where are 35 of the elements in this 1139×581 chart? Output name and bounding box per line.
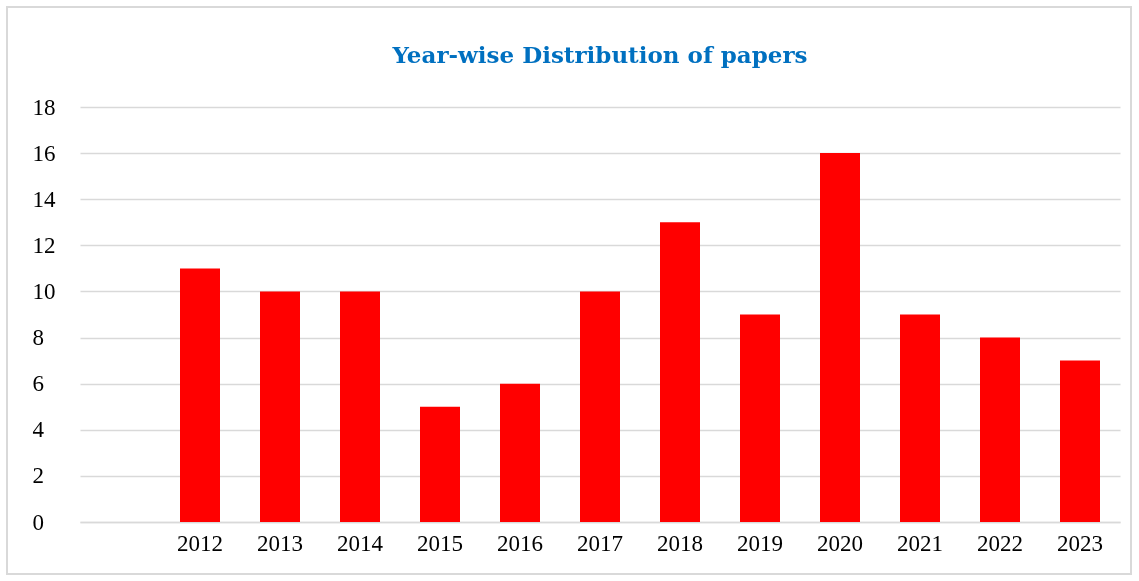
x-tick-label: 2015: [417, 530, 463, 556]
x-tick-label: 2013: [257, 530, 303, 556]
bar: [740, 314, 780, 522]
x-tick-label: 2017: [577, 530, 623, 556]
y-tick-label: 10: [32, 278, 56, 304]
x-tick-label: 2023: [1057, 530, 1103, 556]
x-tick-label: 2022: [977, 530, 1023, 556]
bar: [500, 383, 540, 522]
bar: [260, 291, 300, 522]
y-tick-label: 6: [32, 371, 44, 397]
y-tick-label: 2: [32, 463, 44, 489]
chart-title: Year-wise Distribution of papers: [391, 41, 808, 68]
x-tick-label: 2021: [897, 530, 943, 556]
bar: [660, 222, 700, 522]
x-tick-label: 2012: [177, 530, 223, 556]
y-tick-label: 14: [32, 186, 56, 212]
y-tick-label: 16: [32, 140, 56, 166]
x-tick-label: 2014: [337, 530, 384, 556]
y-tick-label: 12: [32, 232, 56, 258]
y-tick-label: 8: [32, 325, 44, 351]
x-tick-label: 2020: [817, 530, 863, 556]
bar: [580, 291, 620, 522]
bar: [420, 406, 460, 522]
y-tick-label: 4: [32, 417, 45, 443]
bar: [340, 291, 380, 522]
bar: [980, 337, 1020, 522]
x-tick-label: 2016: [497, 530, 543, 556]
bar: [900, 314, 940, 522]
y-tick-label: 0: [32, 509, 44, 535]
bar: [1060, 360, 1100, 522]
y-tick-label: 18: [32, 94, 56, 120]
bar: [180, 268, 220, 522]
x-tick-label: 2018: [657, 530, 703, 556]
bar: [820, 153, 860, 522]
x-tick-label: 2019: [737, 530, 783, 556]
